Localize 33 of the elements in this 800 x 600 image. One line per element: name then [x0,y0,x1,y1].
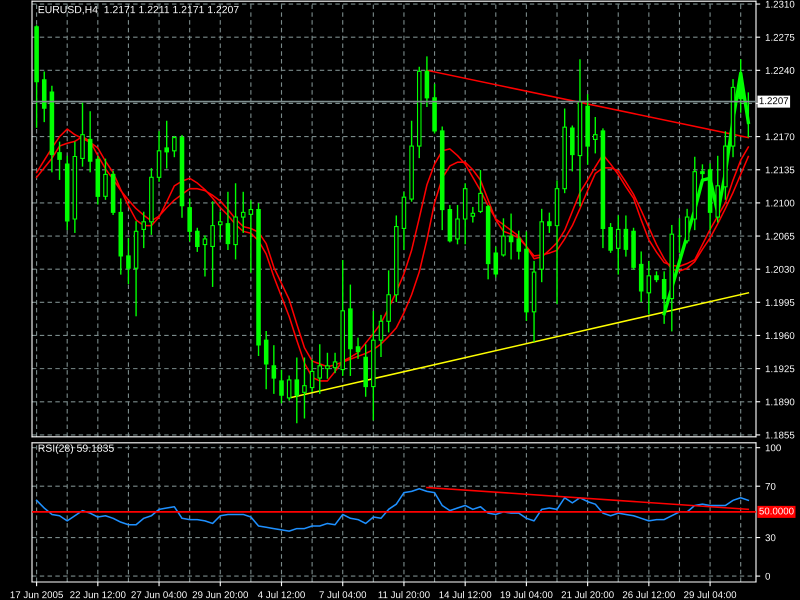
x-tick-label: 29 Jul 04:00 [684,591,736,598]
x-tick-label: 26 Jul 12:00 [622,591,675,598]
y-tick-label: 1.1960 [766,332,794,340]
x-tick-label: 4 Jul 12:00 [258,591,305,598]
y-tick-label: 1.2100 [766,200,794,207]
y-tick-label: 1.2310 [766,0,794,8]
x-tick-label: 7 Jul 04:00 [319,591,366,598]
chart-title: EURUSD,H4 1.2171 1.2211 1.2171 1.2207 [38,6,239,14]
x-tick-label: 17 Jun 2005 [10,591,63,598]
y-tick-label: 70 [766,482,776,490]
chart-title: RSI(28) 59.1835 [38,444,114,454]
ref-line-label: 1.2207 [760,97,788,104]
y-tick-label: 1.1890 [766,398,794,406]
y-tick-label: 0 [765,572,770,580]
x-tick-label: 27 Jun 04:00 [131,591,187,598]
y-tick-label: 1.1995 [766,299,794,306]
y-tick-label: 1.2240 [766,67,794,74]
x-tick-label: 29 Jun 20:00 [192,591,248,598]
y-tick-label: 1.2275 [766,34,794,41]
x-tick-label: 14 Jul 12:00 [439,591,492,598]
y-tick-label: 1.2065 [766,232,794,240]
y-tick-label: 1.1855 [766,432,794,439]
y-tick-label: 30 [765,534,776,542]
y-tick-label: 1.2170 [766,133,794,140]
y-tick-label: 1.2135 [766,166,794,174]
x-tick-label: 11 Jul 20:00 [378,591,430,598]
x-tick-label: 22 Jun 12:00 [70,591,126,598]
x-tick-label: 19 Jul 04:00 [500,591,553,598]
y-tick-label: 1.2030 [766,266,794,273]
y-tick-label: 100 [766,444,781,452]
y-tick-label: 1.1925 [766,365,794,372]
ref-line-label: 50.0000 [759,508,794,514]
x-tick-label: 21 Jul 20:00 [562,591,614,598]
